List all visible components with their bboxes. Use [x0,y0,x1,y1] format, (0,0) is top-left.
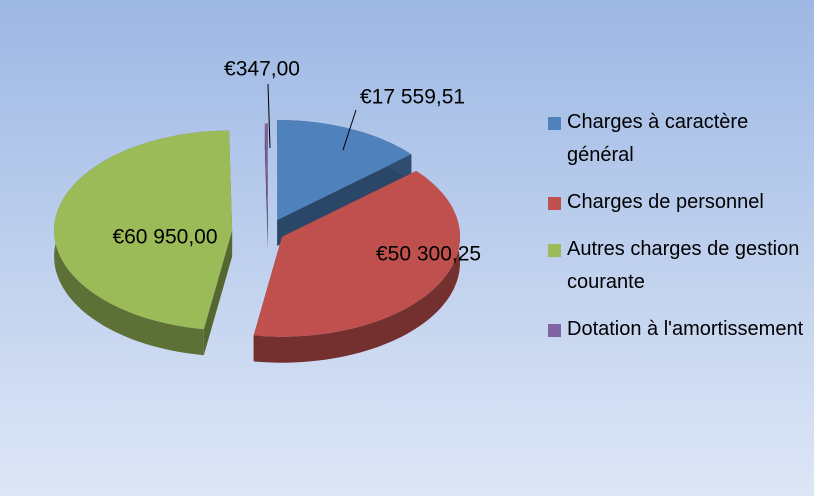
leader-line [342,109,357,151]
pie-slice [54,130,233,356]
slice-cut-face [203,230,233,356]
legend-swatch [548,197,561,210]
slice-top [277,120,412,220]
legend-label: Charges de personnel [567,191,764,213]
legend-label: Autres charges de gestion courante [567,238,800,293]
data-label: €17 559,51 [360,86,465,109]
pie-slice [264,123,268,250]
leader-line [267,83,271,149]
legend-item: Autres charges de gestion courante [548,233,808,299]
slice-cut-face [264,123,268,250]
data-label: €347,00 [224,58,300,81]
slice-top [264,123,268,224]
legend-item: Charges à caractère général [548,106,808,172]
pie-slice [253,171,460,363]
legend-item: Charges de personnel [548,186,808,219]
legend-swatch [548,244,561,257]
legend-label: Charges à caractère général [567,111,749,166]
data-label: €60 950,00 [112,226,217,249]
legend-item: Dotation à l'amortissement [548,313,808,346]
legend-swatch [548,117,561,130]
legend-swatch [548,324,561,337]
slice-top [253,171,460,337]
data-label: €50 300,25 [376,243,481,266]
legend-label: Dotation à l'amortissement [567,318,804,340]
slice-side [253,171,460,363]
legend: Charges à caractère général Charges de pe… [548,106,808,360]
slice-top [54,130,233,330]
